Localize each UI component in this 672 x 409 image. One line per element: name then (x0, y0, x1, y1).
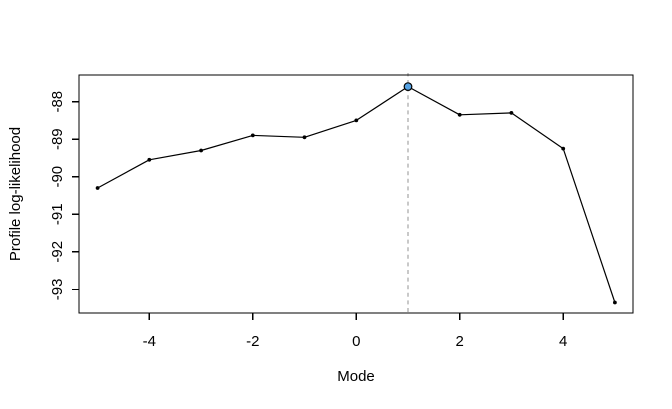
max-likelihood-point (403, 82, 413, 91)
data-point (250, 133, 255, 138)
data-point (95, 186, 100, 190)
y-tick-label: -88 (49, 91, 66, 113)
y-tick-label: -90 (49, 166, 66, 188)
data-point (302, 135, 307, 140)
y-axis-title: Profile log-likelihood (7, 126, 24, 262)
x-tick-label: 4 (559, 333, 567, 350)
data-point (509, 111, 514, 115)
y-tick-label: -93 (49, 279, 66, 301)
data-point (199, 148, 204, 153)
plot-frame (78, 74, 634, 314)
data-point (561, 146, 566, 151)
x-tick-label: -4 (143, 333, 156, 350)
x-tick-label: 0 (352, 333, 360, 350)
y-tick-label: -91 (49, 203, 66, 225)
y-tick-label: -92 (49, 241, 66, 263)
data-point (457, 112, 462, 117)
data-point (354, 118, 359, 123)
data-point (147, 157, 152, 162)
x-tick-label: -2 (246, 333, 259, 350)
x-axis-title: Mode (337, 368, 375, 385)
x-tick-label: 2 (456, 333, 464, 350)
data-point (613, 300, 617, 305)
y-tick-label: -89 (49, 128, 66, 150)
